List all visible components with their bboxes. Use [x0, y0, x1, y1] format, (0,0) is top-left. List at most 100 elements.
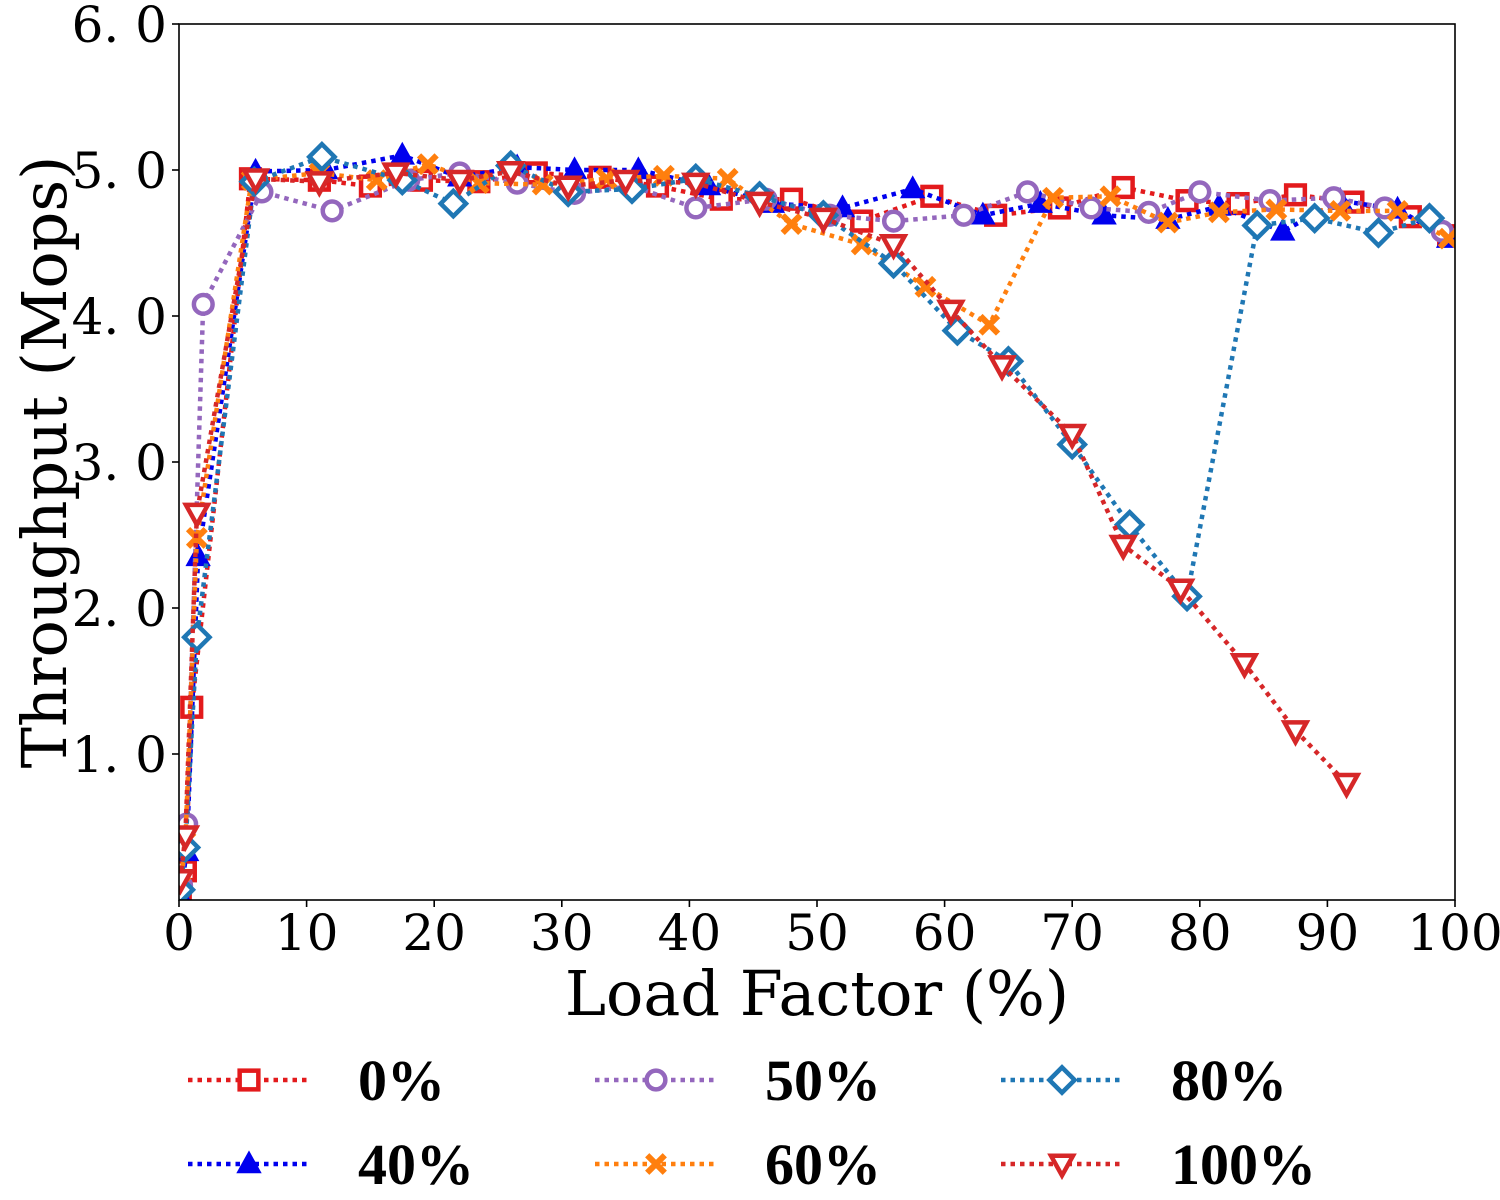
data-point — [182, 502, 212, 530]
legend-item: 100% — [1001, 1132, 1316, 1197]
data-point — [1015, 180, 1040, 204]
legend-label: 80% — [1171, 1048, 1287, 1113]
data-point — [179, 869, 196, 896]
data-point — [716, 167, 739, 190]
data-point — [240, 168, 271, 195]
legend-label: 0% — [358, 1048, 445, 1113]
data-point — [1108, 534, 1139, 562]
data-point — [1079, 196, 1103, 220]
data-point — [1241, 209, 1274, 242]
x-tick-label: 100 — [1407, 904, 1500, 962]
series-1 — [179, 141, 1455, 900]
data-point — [1331, 772, 1362, 800]
data-point — [495, 160, 526, 188]
data-point — [808, 207, 839, 235]
data-point — [304, 171, 335, 198]
legend-marker — [644, 1068, 668, 1092]
legend-marker — [236, 1150, 262, 1174]
data-point — [744, 191, 775, 219]
x-tick-label: 40 — [658, 904, 722, 962]
legend-marker — [1046, 1064, 1078, 1096]
data-point — [881, 209, 906, 233]
data-point — [1188, 180, 1212, 204]
data-point — [1099, 185, 1122, 208]
data-point — [1208, 201, 1230, 224]
data-point — [179, 825, 201, 852]
data-point — [444, 169, 475, 197]
data-point — [185, 543, 211, 567]
legend-marker — [645, 1153, 667, 1175]
series-line — [179, 161, 1450, 886]
data-point — [970, 201, 996, 225]
legend-item: 80% — [1001, 1048, 1287, 1113]
series-3 — [179, 153, 1455, 897]
data-point — [416, 153, 439, 176]
data-point — [1057, 423, 1088, 451]
data-point — [320, 199, 344, 223]
legend-label: 60% — [765, 1132, 881, 1197]
x-tick-label: 0 — [163, 904, 195, 962]
legend-marker — [1047, 1153, 1077, 1181]
y-axis: 1. 0 2. 0 3. 0 4. 0 5. 0 6. 0 — [72, 0, 179, 784]
legend-label: 50% — [765, 1048, 881, 1113]
series-2 — [179, 161, 1454, 897]
series-line — [179, 154, 1431, 891]
data-point — [850, 209, 874, 233]
y-tick-label: 2. 0 — [72, 580, 167, 638]
data-point — [389, 141, 415, 165]
data-point — [978, 313, 1001, 336]
data-point — [1156, 211, 1179, 234]
legend-marker — [237, 1068, 261, 1092]
y-tick-label: 4. 0 — [72, 288, 167, 346]
data-point — [437, 187, 470, 220]
series-layer — [179, 141, 1455, 900]
data-point — [1329, 199, 1352, 222]
data-point — [1165, 578, 1196, 606]
data-point — [987, 355, 1017, 382]
data-point — [1265, 198, 1288, 221]
x-tick-label: 70 — [1040, 904, 1104, 962]
series-0 — [179, 161, 1455, 900]
data-point — [1283, 183, 1308, 207]
series-line — [179, 170, 1444, 886]
data-point — [900, 175, 926, 199]
data-point — [779, 187, 804, 211]
x-tick-label: 10 — [275, 904, 339, 962]
y-tick-label: 1. 0 — [72, 726, 167, 784]
data-point — [952, 203, 976, 227]
legend-label: 40% — [358, 1132, 474, 1197]
data-point — [850, 233, 873, 256]
x-tick-label: 20 — [402, 904, 466, 962]
data-point — [1298, 202, 1331, 235]
legend: 0% 40% 50% 60% 80% 100% — [188, 1048, 1316, 1197]
data-point — [1226, 191, 1250, 216]
legend-item: 60% — [595, 1132, 881, 1197]
data-point — [1413, 202, 1446, 235]
y-tick-label: 3. 0 — [72, 434, 167, 492]
data-point — [381, 162, 411, 190]
series-5 — [179, 160, 1362, 896]
data-point — [191, 292, 215, 316]
y-tick-label: 6. 0 — [72, 0, 167, 54]
x-tick-label: 90 — [1296, 904, 1360, 962]
series-line — [179, 169, 1349, 880]
x-tick-label: 60 — [913, 904, 977, 962]
data-point — [1270, 217, 1296, 241]
x-tick-label: 30 — [530, 904, 594, 962]
data-point — [306, 141, 338, 173]
series-4 — [179, 141, 1446, 900]
x-axis: 0 10 20 30 40 50 60 70 80 90 100 — [163, 900, 1500, 962]
data-point — [1280, 720, 1311, 747]
data-point — [610, 169, 641, 197]
data-point — [181, 621, 213, 654]
data-point — [1229, 652, 1260, 680]
data-point — [877, 247, 910, 280]
legend-item: 50% — [595, 1048, 881, 1113]
data-point — [1042, 186, 1064, 209]
legend-item: 0% — [188, 1048, 445, 1113]
data-point — [680, 172, 711, 200]
legend-label: 100% — [1171, 1132, 1316, 1197]
data-point — [1362, 216, 1395, 249]
data-point — [684, 196, 708, 220]
